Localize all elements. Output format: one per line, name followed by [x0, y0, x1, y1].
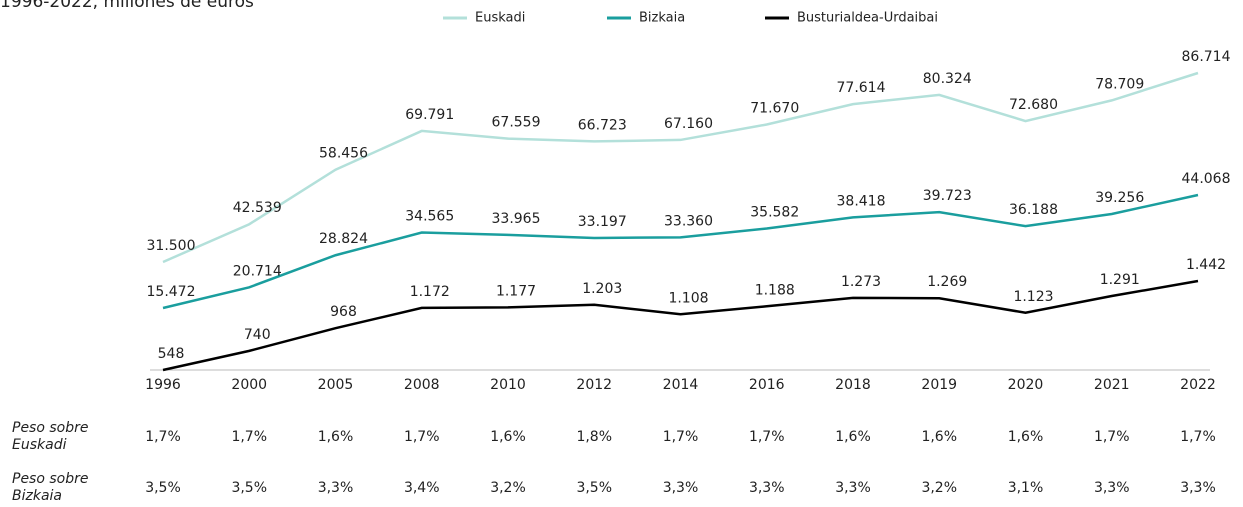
- row-label: Peso sobre Bizkaia: [12, 471, 89, 504]
- data-label: 67.559: [492, 115, 541, 131]
- data-label: 1.177: [496, 283, 536, 299]
- table-cell: 3,3%: [318, 480, 354, 496]
- series-line: [162, 71, 1199, 264]
- data-label: 548: [158, 346, 185, 362]
- data-label: 35.582: [750, 205, 799, 221]
- x-tick-label: 2021: [1094, 377, 1130, 393]
- x-tick-label: 2022: [1180, 377, 1216, 393]
- table-cell: 3,3%: [663, 480, 699, 496]
- data-label: 78.709: [1095, 76, 1144, 92]
- table-cell: 1,7%: [145, 429, 181, 445]
- data-label: 1.291: [1100, 272, 1140, 288]
- data-label: 80.324: [923, 71, 972, 87]
- data-label: 20.714: [233, 263, 282, 279]
- data-label: 36.188: [1009, 202, 1058, 218]
- data-label: 33.360: [664, 213, 713, 229]
- data-label: 44.068: [1182, 171, 1231, 187]
- table-cell: 3,5%: [145, 480, 181, 496]
- data-label: 67.160: [664, 116, 713, 132]
- table-cell: 1,7%: [1094, 429, 1130, 445]
- data-label: 740: [244, 327, 271, 343]
- data-label: 42.539: [233, 200, 282, 216]
- table-cell: 3,3%: [1094, 480, 1130, 496]
- table-cell: 3,3%: [1180, 480, 1216, 496]
- data-label: 28.824: [319, 231, 368, 247]
- data-label: 1.188: [755, 282, 795, 298]
- x-tick-label: 2008: [404, 377, 440, 393]
- data-label: 34.565: [405, 209, 454, 225]
- table-cell: 1,6%: [835, 429, 871, 445]
- x-tick-label: 2010: [490, 377, 526, 393]
- table-cell: 3,4%: [404, 480, 440, 496]
- data-label: 33.965: [492, 211, 541, 227]
- data-label: 38.418: [837, 193, 886, 209]
- data-label: 1.123: [1013, 289, 1053, 305]
- table-cell: 3,2%: [921, 480, 957, 496]
- legend-label: Euskadi: [475, 11, 525, 26]
- table-cell: 1,6%: [921, 429, 957, 445]
- table-cell: 1,6%: [490, 429, 526, 445]
- data-label: 31.500: [147, 238, 196, 254]
- table-cell: 1,7%: [231, 429, 267, 445]
- data-label: 1.172: [410, 284, 450, 300]
- table-cell: 3,5%: [231, 480, 267, 496]
- x-tick-label: 2012: [576, 377, 612, 393]
- data-label: 39.723: [923, 188, 972, 204]
- chart-title: 1996-2022, millones de euros: [0, 0, 254, 12]
- data-label: 1.108: [668, 290, 708, 306]
- data-label: 71.670: [750, 100, 799, 116]
- data-label: 58.456: [319, 146, 368, 162]
- x-tick-label: 2016: [749, 377, 785, 393]
- table-cell: 1,6%: [318, 429, 354, 445]
- table-cell: 1,8%: [576, 429, 612, 445]
- table-cell: 1,6%: [1008, 429, 1044, 445]
- data-label: 39.256: [1095, 190, 1144, 206]
- table-cell: 1,7%: [749, 429, 785, 445]
- data-label: 77.614: [837, 80, 886, 96]
- x-tick-label: 2018: [835, 377, 871, 393]
- legend-label: Busturialdea-Urdaibai: [797, 11, 938, 26]
- table-cell: 1,7%: [1180, 429, 1216, 445]
- data-label: 1.442: [1186, 257, 1226, 273]
- row-label: Peso sobre Euskadi: [12, 420, 89, 453]
- table-cell: 3,1%: [1008, 480, 1044, 496]
- x-tick-label: 1996: [145, 377, 181, 393]
- data-label: 15.472: [147, 284, 196, 300]
- data-label: 1.203: [582, 281, 622, 297]
- x-tick-label: 2005: [318, 377, 354, 393]
- table-cell: 3,2%: [490, 480, 526, 496]
- data-label: 968: [330, 304, 357, 320]
- data-label: 86.714: [1182, 49, 1231, 65]
- x-tick-label: 2014: [663, 377, 699, 393]
- table-cell: 3,3%: [835, 480, 871, 496]
- data-label: 1.269: [927, 274, 967, 290]
- table-cell: 1,7%: [663, 429, 699, 445]
- data-label: 1.273: [841, 274, 881, 290]
- x-tick-label: 2000: [231, 377, 267, 393]
- legend-label: Bizkaia: [639, 11, 685, 26]
- data-label: 33.197: [578, 214, 627, 230]
- x-tick-label: 2020: [1008, 377, 1044, 393]
- table-cell: 1,7%: [404, 429, 440, 445]
- data-label: 66.723: [578, 117, 627, 133]
- x-tick-label: 2019: [921, 377, 957, 393]
- series-line: [162, 279, 1199, 372]
- series-line: [162, 193, 1199, 310]
- data-label: 69.791: [405, 107, 454, 123]
- table-cell: 3,3%: [749, 480, 785, 496]
- table-cell: 3,5%: [576, 480, 612, 496]
- data-label: 72.680: [1009, 97, 1058, 113]
